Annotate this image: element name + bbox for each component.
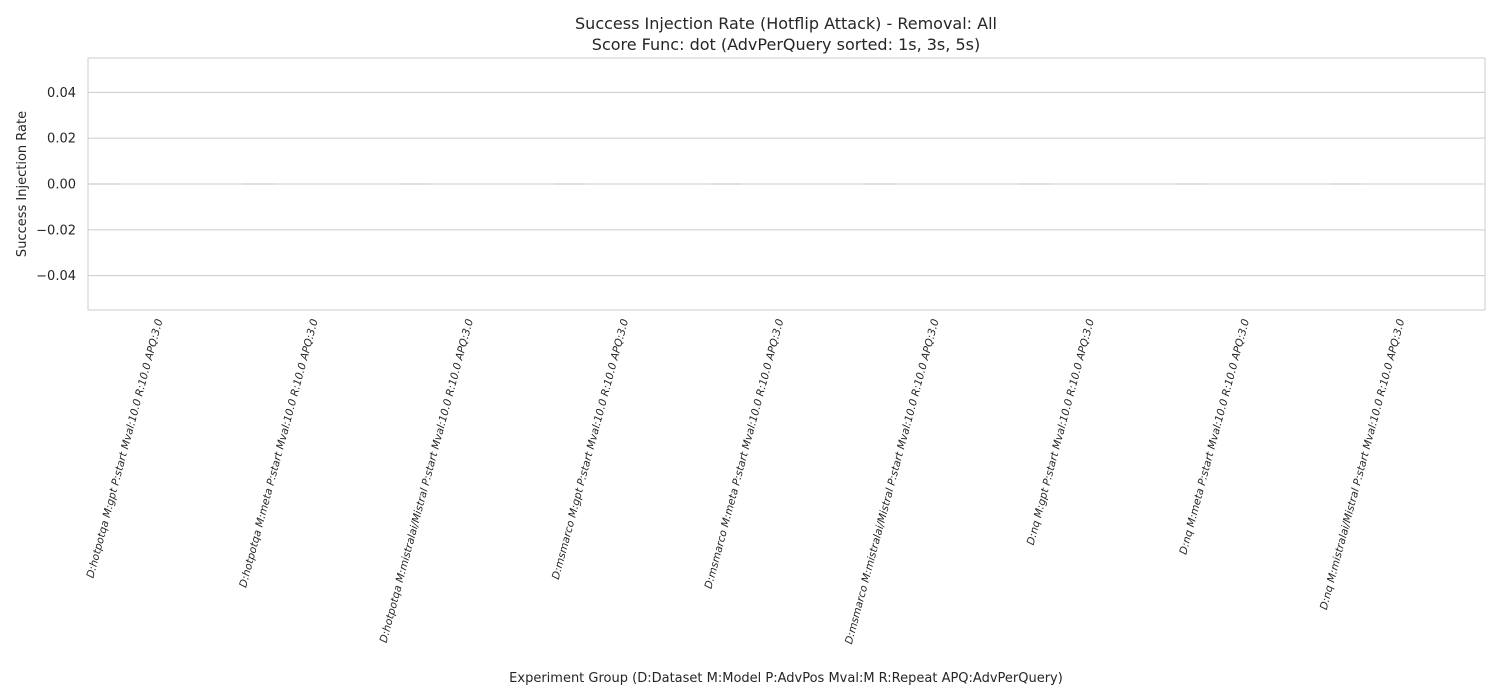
y-axis-label: Success Injection Rate xyxy=(15,111,30,257)
x-tick-label: D:nq M:mistralai/Mistral P:start Mval:10… xyxy=(1318,317,1407,611)
y-tick-label: 0.00 xyxy=(47,178,76,193)
x-tick-label: D:msmarco M:gpt P:start Mval:10.0 R:10.0… xyxy=(550,317,631,580)
chart-title-line-1: Success Injection Rate (Hotflip Attack) … xyxy=(575,14,997,33)
plot-frame xyxy=(87,57,1486,311)
x-tick-label: D:hotpotqa M:gpt P:start Mval:10.0 R:10.… xyxy=(85,317,166,579)
x-tick-label: D:hotpotqa M:mistralai/Mistral P:start M… xyxy=(378,317,476,644)
y-tick-label: 0.02 xyxy=(47,132,76,147)
x-tick-label: D:hotpotqa M:meta P:start Mval:10.0 R:10… xyxy=(237,317,321,589)
x-tick-label: D:msmarco M:meta P:start Mval:10.0 R:10.… xyxy=(703,317,787,590)
y-tick-label: 0.04 xyxy=(47,86,76,101)
y-tick-label: −0.04 xyxy=(36,269,76,284)
y-tick-label: −0.02 xyxy=(36,223,76,238)
y-ticks: 0.04 0.02 0.00 −0.02 −0.04 xyxy=(36,86,76,284)
x-tick-label: D:msmarco M:mistralai/Mistral P:start Mv… xyxy=(843,317,942,645)
x-axis-label: Experiment Group (D:Dataset M:Model P:Ad… xyxy=(509,671,1063,686)
x-tick-label: D:nq M:meta P:start Mval:10.0 R:10.0 APQ… xyxy=(1177,317,1252,555)
chart-title-line-2: Score Func: dot (AdvPerQuery sorted: 1s,… xyxy=(592,35,980,54)
x-tick-label: D:nq M:gpt P:start Mval:10.0 R:10.0 APQ:… xyxy=(1025,317,1097,546)
x-ticks: D:hotpotqa M:gpt P:start Mval:10.0 R:10.… xyxy=(85,317,1408,645)
